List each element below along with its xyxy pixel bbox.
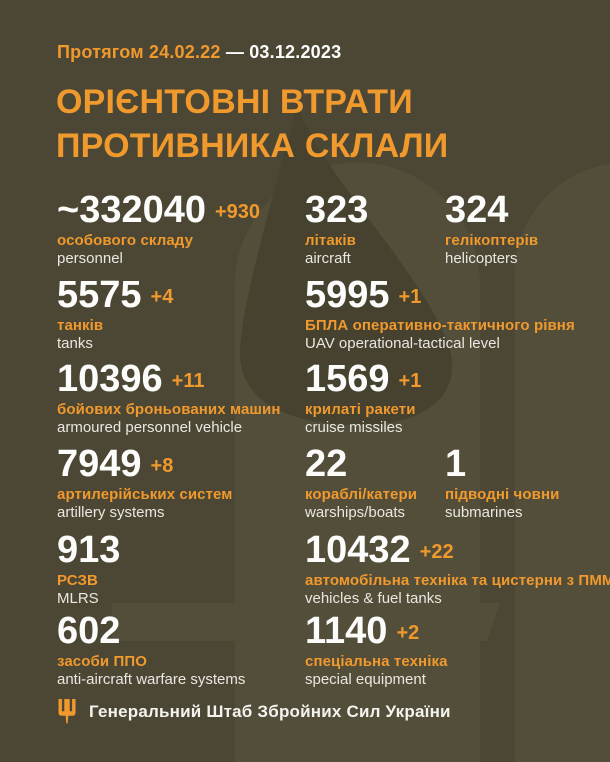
stat-delta: +4 [150, 286, 174, 308]
stat-value: 323 [305, 189, 369, 231]
stat-value: 5575 [57, 274, 142, 316]
stat-label-en: personnel [57, 250, 123, 267]
stat-value: 5995 [305, 274, 390, 316]
stat-label-en: armoured personnel vehicle [57, 419, 243, 436]
stat-value: 1140 [305, 610, 388, 652]
stat-uav: 5995 +1 БПЛА оперативно-тактичного рівня … [305, 276, 575, 353]
report-date: 03.12.2023 [249, 42, 342, 62]
stat-armoured-vehicles: 10396 +11 бойових броньованих машин armou… [57, 360, 281, 437]
stat-label-uk: кораблі/катери [305, 486, 418, 503]
period-prefix: Протягом 24.02.22 [57, 42, 221, 62]
stat-label-uk: гелікоптерів [445, 232, 539, 249]
stat-vehicles-fuel-tanks: 10432 +22 автомобільна техніка та цистерн… [305, 531, 610, 608]
stat-label-en: vehicles & fuel tanks [305, 590, 442, 607]
stat-label-en: UAV operational-tactical level [305, 335, 500, 352]
stat-value: 7949 [57, 443, 142, 485]
stat-label-uk: літаків [305, 232, 356, 249]
stat-label-uk: засоби ППО [57, 653, 147, 670]
stat-label-uk: підводні човни [445, 486, 560, 503]
stat-label-en: artillery systems [57, 504, 165, 521]
stat-label-en: helicopters [445, 250, 518, 267]
stat-aircraft: 323 літаків aircraft [305, 191, 377, 268]
stat-tanks: 5575 +4 танків tanks [57, 276, 174, 353]
stat-value: 913 [57, 529, 121, 571]
stat-value: 602 [57, 610, 121, 652]
stat-label-uk: особового складу [57, 232, 194, 249]
stat-label-uk: танків [57, 317, 104, 334]
stat-submarines: 1 підводні човни submarines [445, 445, 560, 522]
stat-delta: +11 [171, 370, 205, 392]
stat-label-uk: БПЛА оперативно-тактичного рівня [305, 317, 575, 334]
stat-label-en: tanks [57, 335, 93, 352]
stat-value: 1 [445, 443, 467, 485]
stat-delta: +22 [419, 541, 454, 563]
stat-label-uk: РСЗВ [57, 572, 98, 589]
stat-helicopters: 324 гелікоптерів helicopters [445, 191, 539, 268]
stat-delta: +1 [398, 370, 422, 392]
footer-org-name: Генеральний Штаб Збройних Сил України [89, 701, 451, 721]
page-title: ОРІЄНТОВНІ ВТРАТИ ПРОТИВНИКА СКЛАЛИ [56, 80, 448, 168]
stat-label-uk: крилаті ракети [305, 401, 416, 418]
stat-mlrs: 913 РСЗВ MLRS [57, 531, 129, 608]
stat-label-en: warships/boats [305, 504, 406, 521]
stat-artillery: 7949 +8 артилерійських систем artillery s… [57, 445, 233, 522]
title-line-2: ПРОТИВНИКА СКЛАЛИ [56, 127, 449, 165]
stat-label-uk: автомобільна техніка та цистерни з ПММ [305, 572, 610, 589]
stat-label-en: special equipment [305, 671, 426, 688]
stat-label-en: anti-aircraft warfare systems [57, 671, 246, 688]
stat-delta: +8 [150, 455, 174, 477]
stat-value: ~332040 [57, 189, 206, 231]
stat-value: 1569 [305, 358, 390, 400]
stat-label-en: submarines [445, 504, 523, 521]
period-dash: — [225, 42, 245, 62]
stat-value: 10396 [57, 358, 163, 400]
stat-anti-aircraft: 602 засоби ППО anti-aircraft warfare sys… [57, 612, 246, 689]
report-period: Протягом 24.02.22 — 03.12.2023 [57, 42, 341, 63]
trident-icon [58, 699, 76, 724]
stat-label-en: aircraft [305, 250, 351, 267]
stat-warships: 22 кораблі/катери warships/boats [305, 445, 418, 522]
stat-personnel: ~332040 +930 особового складу personnel [57, 191, 261, 268]
stat-delta: +930 [215, 201, 261, 223]
stat-label-uk: спеціальна техніка [305, 653, 448, 670]
stat-special-equipment: 1140 +2 спеціальна техніка special equipm… [305, 612, 448, 689]
footer: Генеральний Штаб Збройних Сил України [57, 698, 451, 725]
stat-label-uk: артилерійських систем [57, 486, 233, 503]
title-line-1: ОРІЄНТОВНІ ВТРАТИ [56, 83, 413, 121]
stat-delta: +2 [396, 622, 420, 644]
stat-label-uk: бойових броньованих машин [57, 401, 281, 418]
stat-label-en: cruise missiles [305, 419, 403, 436]
stat-cruise-missiles: 1569 +1 крилаті ракети cruise missiles [305, 360, 422, 437]
stat-value: 324 [445, 189, 509, 231]
stat-label-en: MLRS [57, 590, 99, 607]
stat-value: 22 [305, 443, 348, 485]
stat-delta: +1 [398, 286, 422, 308]
stat-value: 10432 [305, 529, 411, 571]
